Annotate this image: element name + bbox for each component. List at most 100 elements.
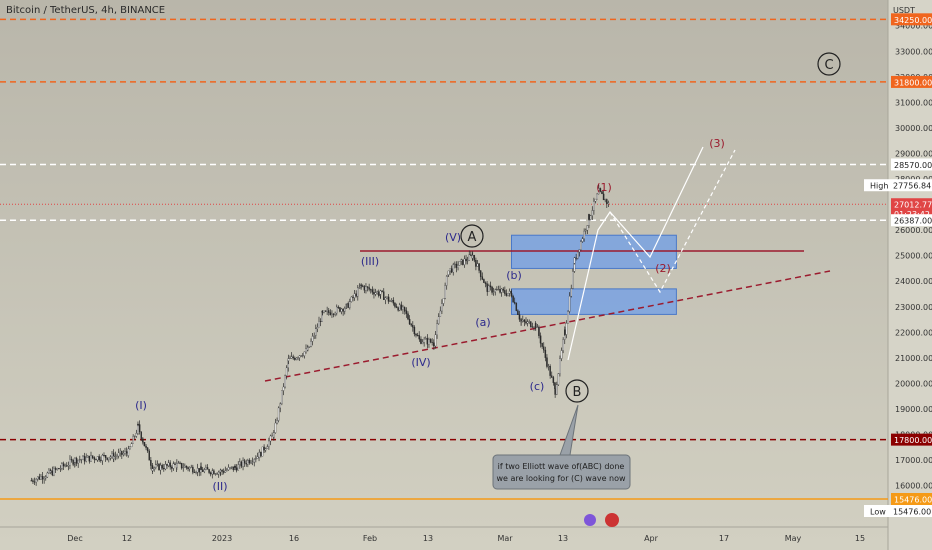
- price-tag: [891, 158, 932, 171]
- price-tag-label: 27012.77: [894, 201, 932, 210]
- candle-body: [230, 466, 233, 468]
- candle-body: [538, 326, 540, 336]
- candle-body: [302, 355, 304, 357]
- candle-body: [418, 338, 421, 340]
- candle-body: [407, 313, 409, 320]
- candle-body: [266, 446, 269, 449]
- candle-body: [211, 470, 214, 475]
- candle-body: [541, 343, 543, 347]
- candle-body: [113, 456, 115, 460]
- candle-body: [114, 455, 117, 457]
- lightning-icon: [584, 514, 596, 526]
- candle-body: [179, 462, 181, 464]
- candle-body: [163, 468, 165, 470]
- candle-body: [98, 456, 100, 461]
- candle-body: [489, 285, 492, 288]
- candle-body: [88, 455, 91, 462]
- candle-body: [559, 358, 561, 374]
- candle-body: [352, 296, 354, 298]
- candle-body: [596, 193, 598, 200]
- candle-body: [424, 338, 427, 340]
- candle-body: [300, 355, 302, 357]
- candle-body: [606, 199, 608, 204]
- candle-body: [187, 467, 189, 470]
- candle-body: [100, 459, 102, 461]
- y-tick-label: 25000.00: [895, 252, 932, 261]
- candle-body: [515, 302, 518, 311]
- candle-body: [565, 323, 568, 335]
- price-tag: [891, 214, 932, 227]
- candle-body: [289, 358, 291, 359]
- wave-label: (V): [445, 231, 461, 244]
- candle-body: [77, 459, 79, 464]
- candle-body: [345, 303, 348, 305]
- candle-body: [397, 307, 399, 311]
- candle-body: [242, 460, 244, 467]
- candle-body: [167, 462, 170, 466]
- y-tick-label: 20000.00: [895, 379, 932, 388]
- y-tick-label: 17000.00: [895, 456, 932, 465]
- candle-body: [56, 468, 58, 470]
- candle-body: [311, 336, 314, 342]
- x-tick-label: 2023: [212, 534, 232, 543]
- candle-body: [447, 270, 450, 275]
- candle-body: [256, 456, 259, 459]
- candle-body: [556, 384, 558, 395]
- x-tick-label: Mar: [497, 534, 513, 543]
- candle-body: [127, 448, 130, 456]
- candle-body: [273, 432, 275, 438]
- candle-body: [122, 453, 125, 455]
- candle-body: [340, 308, 343, 312]
- candle-body: [455, 263, 458, 268]
- candle-body: [562, 339, 564, 351]
- candle-body: [492, 291, 495, 293]
- candle-body: [33, 481, 36, 483]
- x-tick-label: May: [785, 534, 802, 543]
- candle-body: [142, 438, 144, 443]
- candle-body: [374, 292, 377, 295]
- candle-body: [221, 470, 223, 472]
- low-tag: [864, 505, 932, 517]
- candle-body: [164, 464, 167, 470]
- candle-body: [101, 455, 104, 461]
- candle-body: [177, 462, 180, 464]
- candle-body: [59, 468, 62, 470]
- candle-body: [132, 436, 134, 444]
- candle-body: [74, 458, 76, 463]
- candle-body: [51, 470, 54, 476]
- candle-body: [41, 476, 44, 480]
- candle-body: [544, 349, 547, 358]
- candle-body: [517, 310, 519, 315]
- candle-body: [575, 257, 577, 259]
- note-line: if two Elliott wave of(ABC) done: [498, 462, 625, 471]
- candle-body: [62, 463, 65, 467]
- candle-body: [85, 457, 87, 462]
- candle-body: [466, 260, 469, 262]
- candle-body: [95, 459, 97, 461]
- price-tag: [891, 433, 932, 446]
- candle-body: [151, 468, 154, 471]
- wave-circle-label: A: [468, 230, 477, 245]
- candle-body: [358, 287, 361, 289]
- candle-body: [510, 293, 513, 297]
- candle-body: [229, 467, 231, 469]
- candle-body: [307, 347, 309, 351]
- candle-body: [130, 443, 133, 448]
- candle-body: [462, 259, 464, 265]
- candle-body: [176, 463, 178, 468]
- y-tick-label: 24000.00: [895, 277, 932, 286]
- candle-body: [339, 307, 341, 312]
- candle-body: [90, 455, 92, 462]
- candle-body: [69, 459, 71, 466]
- price-tag-label: 26387.00: [894, 217, 932, 226]
- candle-body: [214, 473, 217, 475]
- candle-body: [201, 469, 204, 472]
- candle-body: [360, 284, 362, 286]
- candle-body: [274, 422, 277, 433]
- candle-body: [277, 407, 280, 421]
- candle-body: [327, 310, 330, 313]
- wave-circle: [817, 52, 841, 76]
- demand-zone: [511, 288, 677, 315]
- candle-body: [50, 470, 52, 473]
